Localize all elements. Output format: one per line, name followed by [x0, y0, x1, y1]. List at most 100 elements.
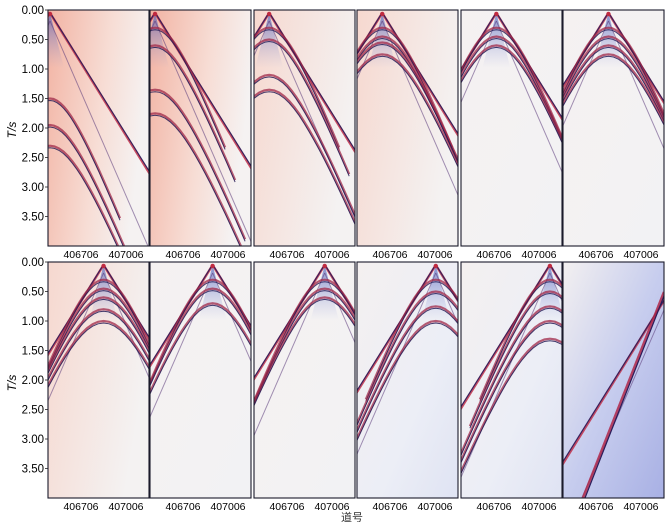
gather-panel [47, 261, 150, 499]
reflection-hyperbola-trough [48, 147, 118, 246]
y-tick-label: 3.50 [22, 464, 44, 476]
panel-frame [460, 261, 563, 499]
reflection-hyperbola [357, 53, 458, 168]
x-tick-label: 407006 [210, 501, 245, 513]
reflection-hyperbola [254, 26, 341, 148]
reflection-hyperbola-trough [461, 322, 562, 464]
gather-panel [460, 9, 563, 247]
source-apex [433, 263, 438, 269]
reflection-hyperbola [461, 305, 562, 457]
reflection-hyperbola-trough [150, 29, 226, 150]
apex-energy [482, 12, 511, 68]
refracted-arrival [324, 272, 355, 344]
y-axis-title-bottom: T/s [5, 375, 19, 392]
source-apex [48, 11, 53, 17]
x-tick-label: 407006 [108, 501, 143, 513]
reflection-hyperbola-trough [48, 126, 124, 246]
y-axis-labels: 0.00 0.50 1.00 1.50 2.00 2.50 3.00 3.50 0.00 0.50… [22, 5, 48, 476]
direct-arrival-trough [51, 14, 149, 172]
panel-frame [149, 9, 252, 247]
panel-frame [562, 261, 665, 499]
direct-arrival-trough [563, 299, 664, 463]
reflection-hyperbola [150, 112, 243, 246]
panel-frame [47, 261, 150, 499]
reflection-hyperbola-trough [254, 91, 355, 226]
x-tick-label: 406706 [63, 249, 98, 261]
reflection-hyperbola-trough [365, 281, 458, 402]
reflection-hyperbola-trough [461, 307, 562, 457]
refracted-arrival [607, 20, 664, 150]
reflection-hyperbola [254, 287, 355, 405]
reflection-hyperbola-trough [150, 114, 241, 246]
reflection-hyperbola [48, 97, 122, 219]
source-apex [322, 263, 327, 269]
refracted-arrival [103, 272, 149, 379]
reflection-hyperbola [461, 337, 562, 475]
reflection-hyperbola [48, 144, 120, 246]
gather-panel [149, 9, 252, 247]
reflection-hyperbola-trough [150, 304, 251, 396]
gather-panel [460, 261, 563, 499]
source-apex [210, 263, 215, 269]
x-tick-label: 406706 [269, 501, 304, 513]
panel-frame [253, 9, 356, 247]
reflection-hyperbola [254, 38, 351, 175]
source-apex [547, 263, 553, 269]
reflection-hyperbola-trough [357, 322, 458, 442]
reflection-hyperbola-trough [48, 322, 149, 389]
x-tick-label: 407006 [314, 501, 349, 513]
reflection-hyperbola-trough [254, 298, 355, 407]
source-apex [152, 11, 158, 17]
panel-frame [253, 261, 356, 499]
direct-arrival [581, 291, 664, 498]
reflection-hyperbola [150, 287, 251, 387]
x-tick-label: 407006 [314, 249, 349, 261]
reflection-hyperbola [48, 123, 126, 246]
reflection-hyperbola-trough [357, 307, 458, 434]
reflection-hyperbola [254, 73, 355, 218]
y-axis-title-top: T/s [5, 122, 19, 139]
reflection-hyperbola-trough [254, 40, 350, 177]
reflection-hyperbola [563, 26, 664, 117]
x-tick-label: 407006 [108, 249, 143, 261]
reflection-hyperbola [357, 26, 454, 148]
reflection-hyperbola [254, 88, 355, 226]
reflection-hyperbola [357, 290, 458, 427]
reflection-hyperbola [563, 44, 664, 122]
refracted-arrival [154, 20, 251, 243]
reflection-hyperbola [150, 88, 247, 240]
gather-panel [562, 261, 665, 499]
refracted-arrival [495, 20, 562, 174]
panel-frame [356, 9, 459, 247]
reflection-hyperbola [48, 287, 149, 371]
reflection-hyperbola [461, 319, 562, 464]
panel-frame [356, 261, 459, 499]
y-tick-label: 2.50 [22, 405, 44, 417]
reflection-hyperbola-trough [461, 340, 562, 475]
y-tick-label: 3.00 [22, 182, 44, 194]
reflection-hyperbola [364, 278, 458, 400]
apex-energy [368, 12, 397, 68]
x-tick-label: 407006 [417, 249, 452, 261]
refracted-arrival [563, 20, 609, 127]
reflection-hyperbola-trough [254, 29, 340, 150]
y-tick-label: 0.00 [22, 5, 44, 17]
panel-background [48, 10, 149, 246]
refracted-arrival [49, 20, 149, 246]
y-tick-label: 2.00 [22, 375, 44, 387]
reflection-hyperbola-trough [48, 99, 121, 221]
reflection-hyperbola-trough [150, 290, 251, 387]
source-apex [266, 11, 272, 17]
reflection-hyperbola-trough [150, 91, 246, 242]
reflection-hyperbola [478, 278, 562, 400]
reflection-hyperbola-trough [479, 281, 562, 402]
reflection-hyperbola [563, 35, 664, 119]
reflection-hyperbola [150, 278, 251, 385]
refracted-arrival [48, 272, 105, 402]
x-tick-label: 406706 [578, 501, 613, 513]
x-tick-label: 407006 [210, 249, 245, 261]
y-tick-label: 1.50 [22, 94, 44, 106]
reflection-hyperbola-trough [469, 292, 562, 429]
y-tick-label: 1.00 [22, 316, 44, 328]
